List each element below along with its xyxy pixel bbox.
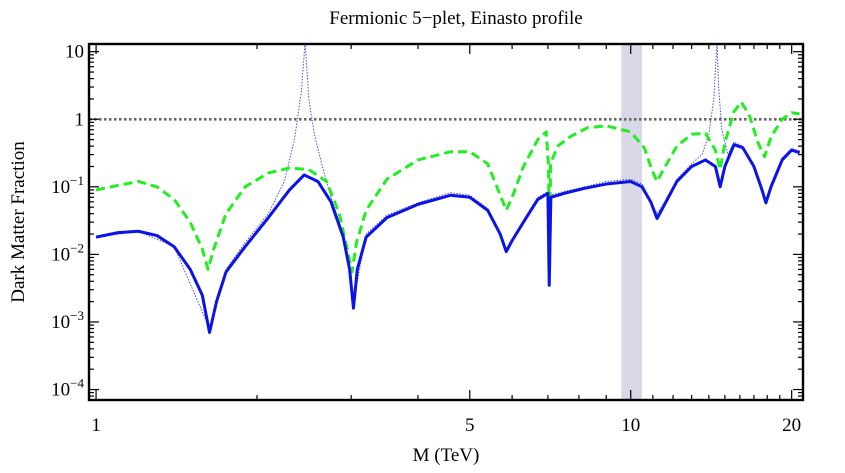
plot-frame bbox=[87, 42, 805, 402]
x-tick-label: 20 bbox=[782, 415, 801, 436]
series-thick-green-dashed bbox=[95, 100, 800, 274]
y-tick-label: 10−2 bbox=[51, 240, 84, 265]
series-thin-blue-dotted bbox=[96, 44, 800, 330]
y-tick-label: 10−3 bbox=[51, 308, 84, 333]
x-tick-label: 5 bbox=[465, 415, 475, 436]
chart-title: Fermionic 5−plet, Einasto profile bbox=[329, 8, 582, 29]
y-tick-label: 10−4 bbox=[51, 376, 84, 401]
y-tick-label: 1 bbox=[75, 109, 85, 130]
y-tick-label: 10 bbox=[65, 42, 84, 63]
y-tick-label: 10−1 bbox=[51, 173, 84, 198]
shaded-band bbox=[621, 44, 643, 400]
x-axis-label: M (TeV) bbox=[413, 445, 480, 466]
series-thick-blue-solid bbox=[95, 143, 801, 334]
x-tick-label: 10 bbox=[621, 415, 640, 436]
x-tick-label: 1 bbox=[91, 415, 101, 436]
y-axis-label: Dark Matter Fraction bbox=[8, 141, 29, 303]
